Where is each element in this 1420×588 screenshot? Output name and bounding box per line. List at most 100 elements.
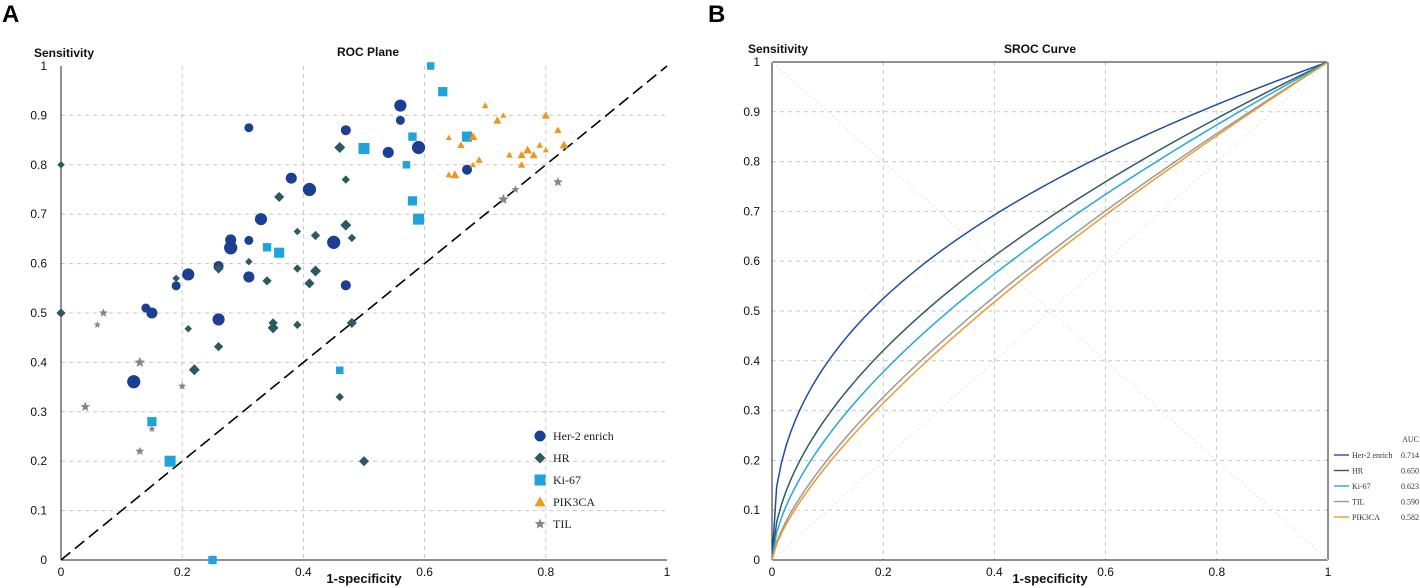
scatter-point-her-2-enrich bbox=[212, 313, 225, 326]
sroc-legend: AUC Her-2 enrich 0.714 HR 0.650 Ki-67 0.623 TIL… bbox=[1334, 435, 1419, 522]
scatter-point-til bbox=[93, 321, 101, 328]
scatter-point-til bbox=[99, 308, 108, 317]
scatter-point-ki-67 bbox=[402, 161, 411, 169]
scatter-point-hr bbox=[293, 320, 302, 330]
scatter-point-ki-67 bbox=[407, 196, 418, 206]
x-tick-label: 0.8 bbox=[1208, 565, 1225, 579]
scatter-point-hr bbox=[310, 265, 322, 277]
legend-auc-value: 0.650 bbox=[1401, 467, 1419, 476]
legend-label: HR bbox=[1352, 467, 1364, 476]
y-tick-label: 0 bbox=[753, 553, 760, 567]
scatter-point-her-2-enrich bbox=[244, 123, 254, 133]
scatter-point-her-2-enrich bbox=[394, 99, 407, 112]
scatter-point-ki-67 bbox=[413, 213, 425, 225]
scatter-point-til bbox=[553, 177, 563, 187]
scatter-point-hr bbox=[262, 276, 272, 286]
panel-b-letter: B bbox=[708, 1, 725, 28]
y-tick-label: 0.8 bbox=[30, 158, 47, 172]
scatter-point-pik3ca bbox=[475, 156, 483, 163]
scatter-point-pik3ca bbox=[500, 112, 507, 118]
scatter-point-pik3ca bbox=[523, 145, 533, 154]
x-tick-label: 0.2 bbox=[174, 565, 191, 579]
sroc-curve-her-2-enrich bbox=[771, 61, 1329, 561]
legend-marker-her-2-enrich bbox=[534, 430, 546, 442]
scatter-point-ki-67 bbox=[358, 142, 370, 154]
scatter-point-pik3ca bbox=[536, 141, 544, 148]
y-tick-label: 0.8 bbox=[743, 155, 760, 169]
scatter-point-hr bbox=[213, 263, 224, 274]
scatter-point-hr bbox=[267, 322, 279, 334]
panel-a-title: ROC Plane bbox=[337, 45, 399, 59]
scatter-point-pik3ca bbox=[468, 132, 478, 141]
scatter-point-hr bbox=[57, 161, 65, 169]
scatter-point-her-2-enrich bbox=[127, 375, 141, 389]
scatter-point-til bbox=[511, 185, 520, 193]
scatter-point-her-2-enrich bbox=[244, 235, 254, 245]
scatter-point-ki-67 bbox=[262, 243, 272, 252]
scatter-point-pik3ca bbox=[457, 141, 465, 148]
scatter-point-pik3ca bbox=[450, 170, 460, 179]
scatter-point-pik3ca bbox=[541, 111, 550, 119]
scatter-point-pik3ca bbox=[529, 150, 538, 159]
scatter-point-ki-67 bbox=[426, 62, 435, 70]
scatter-point-pik3ca bbox=[559, 140, 569, 149]
scatter-point-hr bbox=[293, 227, 302, 236]
y-tick-label: 0.5 bbox=[743, 304, 760, 318]
y-tick-label: 0.7 bbox=[30, 207, 47, 221]
scatter-point-ki-67 bbox=[164, 455, 176, 467]
roc-plane-plot: 0 0.2 0.4 0.6 0.8 1 0 0.1 0.2 0.3 0.4 0.5 0.6 0.7 0.8 0… bbox=[30, 59, 670, 579]
scatter-point-hr bbox=[56, 308, 66, 318]
scatter-point-hr bbox=[213, 341, 224, 352]
scatter-point-ki-67 bbox=[438, 87, 448, 97]
scatter-point-hr bbox=[245, 257, 253, 266]
scatter-point-hr bbox=[310, 230, 321, 241]
scatter-point-pik3ca bbox=[517, 150, 526, 159]
panel-b-title: SROC Curve bbox=[1004, 42, 1076, 56]
x-tick-label: 0 bbox=[58, 565, 65, 579]
scatter-point-pik3ca bbox=[481, 102, 489, 109]
y-tick-label: 0.9 bbox=[30, 108, 47, 122]
scatter-point-pik3ca bbox=[445, 134, 452, 141]
scatter-point-her-2-enrich bbox=[461, 164, 473, 175]
scatter-point-hr bbox=[274, 191, 285, 202]
panel-a-xlabel: 1-specificity bbox=[326, 571, 402, 586]
scatter-point-hr bbox=[293, 264, 302, 273]
legend-label: TIL bbox=[1352, 498, 1365, 507]
scatter-point-pik3ca bbox=[506, 151, 513, 158]
x-tick-label: 0.6 bbox=[416, 565, 433, 579]
legend-label: PIK3CA bbox=[553, 495, 595, 509]
legend-label: Ki-67 bbox=[553, 473, 581, 487]
legend-marker-ki-67 bbox=[534, 474, 546, 486]
legend-marker-pik3ca bbox=[534, 496, 546, 507]
scatter-point-pik3ca bbox=[542, 146, 549, 153]
x-tick-label: 0.4 bbox=[295, 565, 312, 579]
y-tick-label: 0.6 bbox=[30, 257, 47, 271]
x-tick-label: 0.2 bbox=[875, 565, 892, 579]
sroc-curve-plot: 0 0.2 0.4 0.6 0.8 1 0 0.1 0.2 0.3 0.4 0.5 0.6 0.7 0.8 0… bbox=[743, 55, 1419, 579]
scatter-point-pik3ca bbox=[554, 126, 562, 134]
scatter-point-til bbox=[148, 425, 156, 433]
scatter-point-hr bbox=[358, 456, 370, 467]
sroc-curve-pik3ca bbox=[771, 61, 1329, 561]
scatter-point-ki-67 bbox=[147, 417, 157, 427]
scatter-point-hr bbox=[347, 233, 357, 243]
y-tick-label: 1 bbox=[40, 59, 47, 73]
scatter-point-her-2-enrich bbox=[327, 235, 341, 249]
legend-label: Ki-67 bbox=[1352, 482, 1371, 491]
panel-b-xlabel: 1-specificity bbox=[1012, 571, 1088, 586]
y-tick-label: 1 bbox=[753, 55, 760, 69]
scatter-point-til bbox=[134, 356, 146, 367]
x-tick-label: 1 bbox=[664, 565, 671, 579]
legend-auc-value: 0.623 bbox=[1401, 482, 1419, 491]
x-tick-label: 0 bbox=[769, 565, 776, 579]
y-tick-label: 0.9 bbox=[743, 105, 760, 119]
scatter-point-ki-67 bbox=[208, 555, 217, 565]
sroc-curve-hr bbox=[771, 61, 1329, 561]
scatter-point-til bbox=[135, 446, 145, 456]
scatter-point-hr bbox=[334, 142, 346, 154]
scatter-point-her-2-enrich bbox=[382, 146, 394, 158]
scatter-point-her-2-enrich bbox=[243, 271, 255, 283]
panel-b-ylabel: Sensitivity bbox=[748, 42, 808, 56]
scatter-point-hr bbox=[335, 392, 344, 402]
